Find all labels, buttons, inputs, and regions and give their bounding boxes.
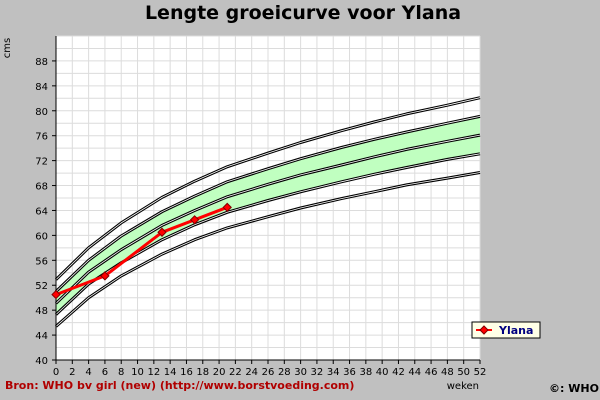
credit-text: ©: WHO — [549, 382, 599, 395]
y-tick-label: 40 — [35, 356, 48, 367]
y-tick-labels: 40 44 48 52 56 60 64 68 72 76 80 84 88 — [35, 57, 56, 367]
x-tick-label: 42 — [392, 367, 405, 378]
reference-curve-highlight-4 — [55, 116, 481, 292]
x-tick-label: 16 — [180, 367, 193, 378]
x-axis-label: weken — [447, 381, 479, 392]
y-tick-label: 88 — [35, 57, 48, 68]
x-tick-label: 36 — [343, 367, 356, 378]
data-point — [157, 227, 167, 237]
y-axis-label: cms — [2, 38, 13, 58]
x-tick-label: 44 — [408, 367, 421, 378]
y-tick-label: 64 — [35, 206, 48, 217]
x-tick-label: 12 — [147, 367, 160, 378]
x-tick-label: 6 — [102, 367, 108, 378]
x-tick-labels: 0 2 4 6 8 10 12 14 16 18 20 22 24 26 28 30 32 34 36 38 40 42 4… — [53, 360, 487, 378]
reference-curve-highlight-5 — [55, 97, 481, 280]
legend-label: Ylana — [498, 324, 533, 337]
x-tick-label: 46 — [425, 367, 438, 378]
data-point — [51, 289, 61, 300]
x-tick-label: 26 — [262, 367, 275, 378]
x-tick-label: 2 — [69, 367, 75, 378]
legend: Ylana — [471, 321, 541, 339]
x-tick-label: 28 — [278, 367, 291, 378]
reference-curves — [54, 96, 481, 328]
y-tick-label: 48 — [35, 306, 48, 317]
y-tick-label: 56 — [35, 256, 48, 267]
x-tick-label: 38 — [359, 367, 372, 378]
x-tick-label: 48 — [441, 367, 454, 378]
x-tick-label: 32 — [311, 367, 324, 378]
source-text: Bron: WHO bv girl (new) (http://www.bors… — [5, 379, 354, 392]
legend-box — [471, 321, 541, 339]
x-tick-label: 52 — [474, 367, 487, 378]
x-tick-label: 20 — [213, 367, 226, 378]
x-tick-label: 34 — [327, 367, 340, 378]
y-tick-label: 84 — [35, 82, 48, 93]
reference-curve-highlight-3 — [55, 134, 481, 304]
x-tick-label: 24 — [245, 367, 258, 378]
legend-marker — [479, 325, 489, 335]
data-point — [189, 215, 200, 225]
y-tick-label: 52 — [35, 281, 48, 292]
x-tick-label: 30 — [294, 367, 307, 378]
y-tick-label: 44 — [35, 331, 48, 342]
x-tick-label: 50 — [457, 367, 470, 378]
reference-curve-highlight-1 — [55, 172, 481, 327]
series-ylana — [51, 202, 232, 300]
x-tick-label: 4 — [85, 367, 91, 378]
normal-range-band — [56, 116, 480, 315]
x-tick-label: 22 — [229, 367, 242, 378]
y-tick-label: 76 — [35, 132, 48, 143]
y-tick-label: 68 — [35, 182, 48, 193]
x-tick-label: 18 — [196, 367, 209, 378]
y-tick-label: 80 — [35, 107, 48, 118]
x-tick-label: 40 — [376, 367, 389, 378]
data-point — [100, 271, 110, 281]
y-tick-label: 60 — [35, 231, 48, 242]
x-tick-label: 8 — [118, 367, 124, 378]
y-tick-label: 72 — [35, 157, 48, 168]
x-tick-label: 10 — [131, 367, 144, 378]
data-point — [222, 202, 232, 213]
x-tick-label: 14 — [164, 367, 177, 378]
x-tick-label: 0 — [53, 367, 59, 378]
chart-title: Lengte groeicurve voor Ylana — [145, 2, 461, 24]
